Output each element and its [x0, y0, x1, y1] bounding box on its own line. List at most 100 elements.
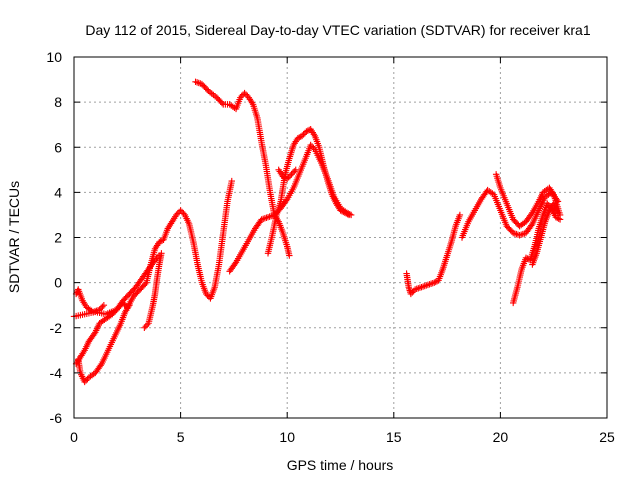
data-point	[552, 213, 560, 221]
data-point	[556, 216, 564, 223]
data-point	[300, 131, 307, 138]
data-point	[82, 377, 90, 384]
data-point	[141, 324, 148, 331]
data-point	[96, 306, 103, 313]
data-point	[341, 209, 348, 216]
data-point	[555, 215, 562, 222]
data-point	[91, 330, 98, 337]
x-axis-label: GPS time / hours	[287, 457, 394, 473]
data-point	[237, 94, 244, 101]
data-point	[432, 278, 439, 286]
data-point	[409, 289, 416, 296]
data-point	[241, 89, 248, 97]
series-track-2	[72, 252, 163, 368]
data-point	[296, 134, 303, 141]
data-point	[218, 99, 226, 107]
y-tick-label: 2	[54, 230, 62, 246]
data-point	[342, 210, 350, 217]
data-point	[174, 210, 181, 217]
data-point	[228, 177, 235, 185]
y-tick-label: -4	[50, 365, 63, 381]
data-point	[407, 290, 415, 298]
series-track-3	[72, 286, 108, 316]
data-point	[337, 207, 344, 214]
y-tick-label: 0	[54, 275, 62, 291]
data-point	[177, 207, 184, 214]
data-point	[242, 91, 250, 98]
data-point	[292, 166, 299, 174]
data-point	[528, 222, 535, 229]
data-point	[151, 256, 159, 264]
data-point	[81, 378, 88, 386]
series-track-12	[492, 171, 564, 230]
data-point	[288, 171, 295, 178]
data-point	[282, 197, 290, 204]
y-tick-label: 8	[54, 94, 62, 110]
series-track-9	[275, 166, 299, 183]
data-point	[158, 250, 165, 257]
data-point	[282, 174, 289, 182]
data-point	[204, 292, 211, 299]
data-point	[286, 172, 294, 180]
series-track-14	[529, 200, 562, 268]
data-point	[338, 207, 346, 215]
data-point	[344, 210, 351, 218]
data-point	[99, 303, 106, 310]
y-tick-label: -2	[50, 320, 63, 336]
data-point	[97, 304, 105, 312]
data-point	[291, 168, 298, 175]
series-track-5	[141, 250, 165, 331]
data-point	[345, 211, 353, 219]
data-point	[308, 143, 316, 150]
y-axis-label: SDTVAR / TECUs	[6, 181, 22, 293]
data-point	[528, 210, 535, 218]
data-point	[238, 92, 245, 100]
x-tick-label: 5	[177, 429, 185, 445]
data-point	[298, 132, 306, 140]
x-tick-label: 15	[386, 429, 402, 445]
chart-title: Day 112 of 2015, Sidereal Day-to-day VTE…	[85, 22, 590, 38]
data-point	[289, 169, 297, 177]
data-point	[142, 323, 149, 330]
data-point	[554, 209, 562, 216]
data-point	[554, 214, 561, 222]
data-point	[142, 280, 149, 288]
data-point	[143, 321, 151, 328]
series-track-11	[458, 186, 562, 241]
y-tick-label: 10	[46, 49, 62, 65]
data-point	[110, 309, 117, 316]
data-markers	[70, 78, 564, 386]
data-point	[157, 238, 164, 245]
series-track-8	[264, 126, 353, 257]
x-tick-label: 20	[493, 429, 509, 445]
y-tick-label: -6	[50, 410, 63, 426]
data-point	[303, 128, 310, 135]
data-point	[178, 208, 186, 216]
y-axis-ticks: -6 -4 -2 0 2 4 6 8 10	[46, 49, 607, 426]
data-point	[279, 173, 287, 180]
data-point	[180, 210, 187, 217]
x-tick-label: 0	[70, 429, 78, 445]
x-tick-label: 10	[279, 429, 295, 445]
series-track-4	[75, 301, 133, 386]
x-tick-label: 25	[599, 429, 615, 445]
data-point	[310, 144, 317, 152]
y-tick-label: 4	[54, 184, 62, 200]
data-point	[202, 290, 210, 298]
data-point	[97, 362, 104, 369]
data-point	[156, 238, 163, 246]
data-point	[126, 301, 133, 309]
grid-lines	[74, 57, 607, 418]
data-point	[173, 211, 180, 219]
data-point	[340, 208, 347, 216]
y-tick-label: 6	[54, 139, 62, 155]
data-point	[286, 252, 293, 259]
data-point	[231, 260, 239, 268]
data-point	[203, 86, 211, 93]
data-point	[307, 141, 314, 149]
data-point	[285, 174, 292, 181]
data-point	[284, 175, 291, 183]
x-axis-ticks: 0 5 10 15 20 25	[70, 57, 615, 445]
